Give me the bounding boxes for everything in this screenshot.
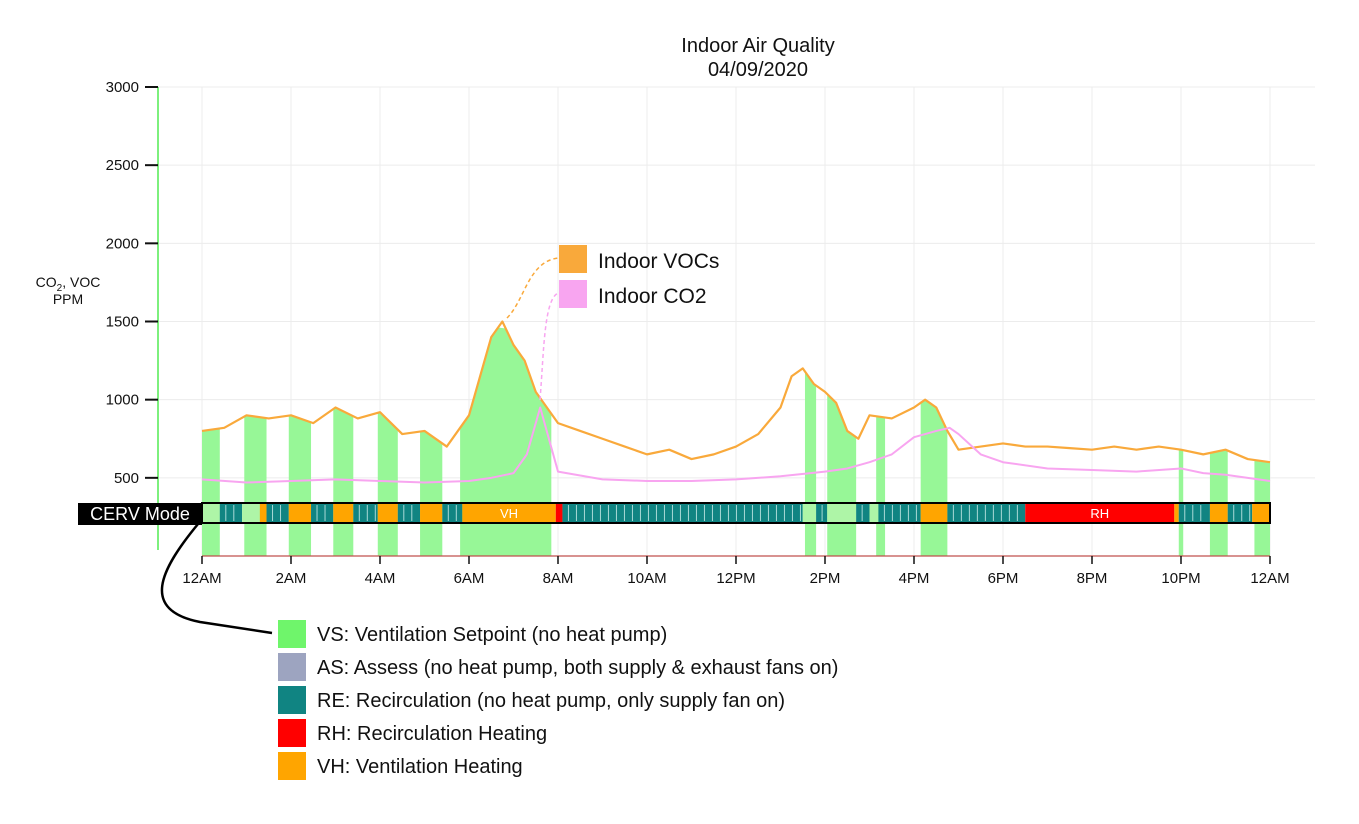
mode-legend-label: VH: Ventilation Heating <box>317 756 523 778</box>
mode-segment-re <box>397 504 421 522</box>
vs-period-area <box>377 412 398 556</box>
mode-segment-vs <box>869 504 879 522</box>
legend-swatch <box>559 245 587 273</box>
mode-legend: VS: Ventilation Setpoint (no heat pump) A… <box>278 620 838 780</box>
mode-row-border <box>201 502 1271 524</box>
y-axis: 500 1000 1500 2000 2500 3000 <box>106 79 159 550</box>
vs-period-area <box>460 327 552 556</box>
y-tick-label: 1000 <box>106 392 139 409</box>
x-axis: 12AM 2AM 4AM 6AM 8AM 10AM 12PM 2PM 4PM 6PM 8PM 10PM… <box>182 555 1290 587</box>
x-tick-label: 2PM <box>810 570 841 587</box>
mode-segment-re <box>442 504 463 522</box>
mode-legend-label: VS: Ventilation Setpoint (no heat pump) <box>317 624 667 646</box>
mode-legend-label: AS: Assess (no heat pump, both supply & … <box>317 657 838 679</box>
series-legend: Indoor VOCs Indoor CO2 <box>506 245 719 401</box>
mode-segment-label: VH <box>500 506 518 521</box>
grid <box>158 86 1315 556</box>
x-tick-label: 4PM <box>899 570 930 587</box>
vs-period-area <box>288 415 312 556</box>
mode-segment-re <box>856 504 870 522</box>
vs-period-area <box>876 416 886 556</box>
cerv-mode-row: CERV Mode VH RH <box>78 502 1271 635</box>
x-tick-label: 6PM <box>988 570 1019 587</box>
mode-segment-re <box>266 504 289 522</box>
x-tick-label: 8AM <box>543 570 574 587</box>
mode-segment-re <box>311 504 334 522</box>
y-tick-label: 1500 <box>106 314 139 331</box>
mode-segment-vs <box>242 504 260 522</box>
y-tick-label: 500 <box>114 470 139 487</box>
mode-segment-rh <box>555 504 563 522</box>
cerv-mode-label-box <box>78 503 202 525</box>
mode-segment-re <box>1227 504 1253 522</box>
mode-segment-vh <box>333 504 354 522</box>
mode-segment-rh <box>1025 504 1175 522</box>
x-tick-label: 4AM <box>365 570 396 587</box>
mode-segment-vh <box>259 504 267 522</box>
y-tick-label: 2500 <box>106 157 139 174</box>
mode-segment-vh <box>1209 504 1228 522</box>
mode-segment-vh <box>377 504 398 522</box>
mode-legend-swatch <box>278 719 306 747</box>
mode-segment-re <box>1178 504 1210 522</box>
legend-leader <box>506 257 559 319</box>
mode-segment-re <box>562 504 803 522</box>
vs-period-area <box>333 407 354 556</box>
mode-segment-vh <box>1174 504 1179 522</box>
mode-segment-vs <box>202 504 220 522</box>
legend-swatch <box>559 280 587 308</box>
vs-period-area <box>244 415 267 556</box>
x-tick-label: 12AM <box>1250 570 1289 587</box>
mode-segment-vh <box>920 504 948 522</box>
mode-segment-re <box>353 504 378 522</box>
mode-segment-vs <box>827 504 857 522</box>
y-axis-label-unit: PPM <box>53 291 83 307</box>
legend-connector <box>160 523 273 635</box>
vs-period-area <box>202 428 220 556</box>
y-axis-label: CO2, VOC <box>36 274 101 294</box>
mode-segment-re <box>878 504 921 522</box>
mode-segment-vh <box>462 504 556 522</box>
x-tick-label: 10PM <box>1161 570 1200 587</box>
voc-series-line <box>201 320 1271 464</box>
vs-period-area <box>804 371 817 556</box>
mode-segment-vh <box>1252 504 1270 522</box>
mode-segment-re <box>219 504 243 522</box>
mode-legend-label: RE: Recirculation (no heat pump, only su… <box>317 690 785 712</box>
series-group <box>201 320 1271 484</box>
x-tick-label: 10AM <box>627 570 666 587</box>
cerv-mode-label: CERV Mode <box>90 504 190 524</box>
chart-title: Indoor Air Quality <box>681 35 834 57</box>
x-tick-label: 12AM <box>182 570 221 587</box>
mode-segment-label: RH <box>1090 506 1109 521</box>
legend-label: Indoor VOCs <box>598 250 719 273</box>
mode-legend-swatch <box>278 686 306 714</box>
x-tick-label: 12PM <box>716 570 755 587</box>
chart-subtitle: 04/09/2020 <box>708 59 808 81</box>
legend-label: Indoor CO2 <box>598 285 707 308</box>
legend-leader <box>539 292 559 401</box>
y-tick-label: 2000 <box>106 235 139 252</box>
x-tick-label: 8PM <box>1077 570 1108 587</box>
mode-legend-label: RH: Recirculation Heating <box>317 723 547 745</box>
mode-segment-vh <box>288 504 312 522</box>
mode-segment-vs <box>802 504 817 522</box>
mode-legend-swatch <box>278 620 306 648</box>
x-tick-label: 2AM <box>276 570 307 587</box>
mode-segment-vh <box>420 504 443 522</box>
vs-period-area <box>420 431 443 556</box>
x-tick-label: 6AM <box>454 570 485 587</box>
y-tick-label: 3000 <box>106 79 139 96</box>
mode-segment-re <box>947 504 1026 522</box>
co2-series-line <box>201 406 1271 484</box>
mode-legend-swatch <box>278 653 306 681</box>
mode-legend-swatch <box>278 752 306 780</box>
